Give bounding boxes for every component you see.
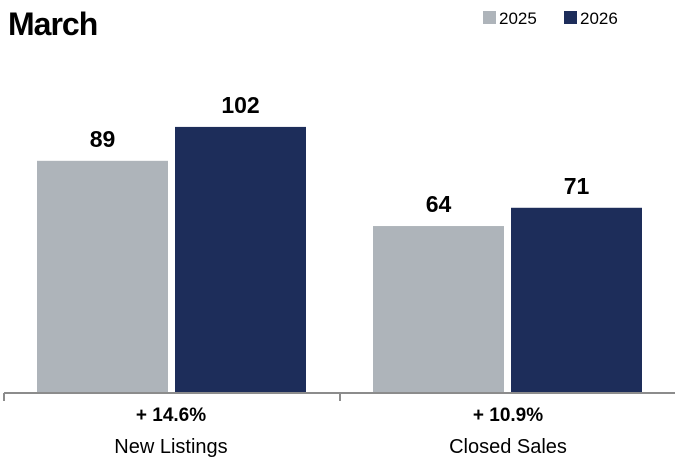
category-group-2: + 10.9% Closed Sales [449, 405, 567, 458]
category-label-new-listings: New Listings [114, 436, 227, 458]
change-label-new-listings: + 14.6% [136, 405, 206, 426]
chart-title: March [8, 6, 97, 42]
value-label-closed-sales-2025: 64 [426, 191, 452, 217]
bar-new-listings-2026 [175, 126, 306, 394]
value-label-new-listings-2026: 102 [221, 92, 259, 118]
category-label-closed-sales: Closed Sales [449, 436, 567, 458]
bar-closed-sales-2025 [373, 226, 504, 393]
bar-new-listings-2025 [37, 160, 168, 393]
legend: 2025 2026 [483, 9, 618, 28]
legend-swatch-2025 [483, 11, 496, 24]
legend-label-2026: 2026 [580, 9, 618, 28]
category-group-1: + 14.6% New Listings [114, 405, 227, 458]
legend-swatch-2026 [564, 11, 577, 24]
plot-area: 89 102 64 71 [37, 92, 642, 394]
value-label-closed-sales-2026: 71 [564, 173, 590, 199]
bar-closed-sales-2026 [511, 207, 642, 393]
value-label-new-listings-2025: 89 [90, 126, 116, 152]
change-label-closed-sales: + 10.9% [473, 405, 543, 426]
legend-label-2025: 2025 [499, 9, 537, 28]
